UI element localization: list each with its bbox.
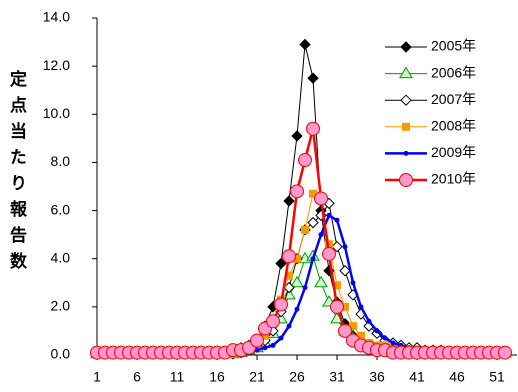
marker <box>299 38 311 51</box>
marker <box>294 306 300 312</box>
marker <box>350 280 356 286</box>
marker <box>274 297 288 312</box>
marker <box>358 304 364 310</box>
legend-marker <box>403 150 409 156</box>
marker <box>382 335 388 341</box>
legend-marker <box>399 66 413 79</box>
marker <box>298 153 312 168</box>
x-tick-label: 41 <box>409 369 425 385</box>
marker <box>290 275 304 288</box>
marker <box>314 275 328 288</box>
x-tick-label: 1 <box>93 369 101 385</box>
marker <box>318 232 324 238</box>
legend-marker <box>399 173 413 187</box>
marker <box>302 285 308 291</box>
marker <box>306 121 320 136</box>
legend-marker <box>402 122 410 131</box>
x-tick-label: 36 <box>369 369 385 385</box>
marker <box>374 328 380 334</box>
y-tick-label: 6.0 <box>51 201 71 217</box>
y-tick-label: 14.0 <box>43 9 70 25</box>
marker <box>310 256 316 262</box>
y-tick-label: 0.0 <box>51 346 71 362</box>
marker <box>266 314 280 329</box>
legend-label: 2010年 <box>431 171 476 187</box>
x-tick-label: 46 <box>449 369 465 385</box>
x-tick-label: 21 <box>249 369 265 385</box>
marker <box>283 195 295 207</box>
marker <box>301 225 309 234</box>
marker <box>322 246 336 261</box>
y-tick-label: 2.0 <box>51 298 71 314</box>
x-tick-label: 16 <box>209 369 225 385</box>
legend-label: 2009年 <box>431 144 476 160</box>
x-tick-label: 51 <box>489 369 505 385</box>
marker <box>282 249 296 264</box>
y-tick-label: 8.0 <box>51 153 71 169</box>
marker <box>275 257 287 270</box>
x-tick-label: 31 <box>329 369 345 385</box>
marker <box>290 184 304 199</box>
y-tick-label: 12.0 <box>43 57 70 73</box>
marker <box>339 265 351 277</box>
marker <box>326 212 332 218</box>
marker <box>314 191 328 206</box>
x-tick-label: 6 <box>133 369 141 385</box>
x-tick-label: 26 <box>289 369 305 385</box>
legend-label: 2005年 <box>431 38 476 54</box>
y-axis-label: 定点当たり報告数 <box>6 70 26 278</box>
y-tick-label: 4.0 <box>51 249 71 265</box>
legend-label: 2008年 <box>431 118 476 134</box>
marker <box>262 345 268 351</box>
y-tick-label: 10.0 <box>43 105 70 121</box>
x-tick-label: 11 <box>170 369 185 385</box>
marker <box>390 340 396 346</box>
marker <box>366 318 372 324</box>
marker <box>342 244 348 250</box>
marker <box>286 323 292 329</box>
series-line <box>97 255 505 355</box>
marker <box>307 216 319 229</box>
series-line <box>97 192 505 355</box>
marker <box>334 217 340 223</box>
legend-label: 2006年 <box>431 64 476 80</box>
marker <box>338 323 352 338</box>
legend-marker <box>400 41 412 53</box>
legend-label: 2007年 <box>431 91 476 107</box>
marker <box>250 333 264 348</box>
marker <box>278 335 284 341</box>
marker <box>291 130 303 142</box>
legend-marker <box>400 94 412 106</box>
marker <box>498 345 512 360</box>
marker <box>270 342 276 348</box>
marker <box>307 72 319 84</box>
marker <box>331 240 343 253</box>
marker <box>330 299 344 314</box>
